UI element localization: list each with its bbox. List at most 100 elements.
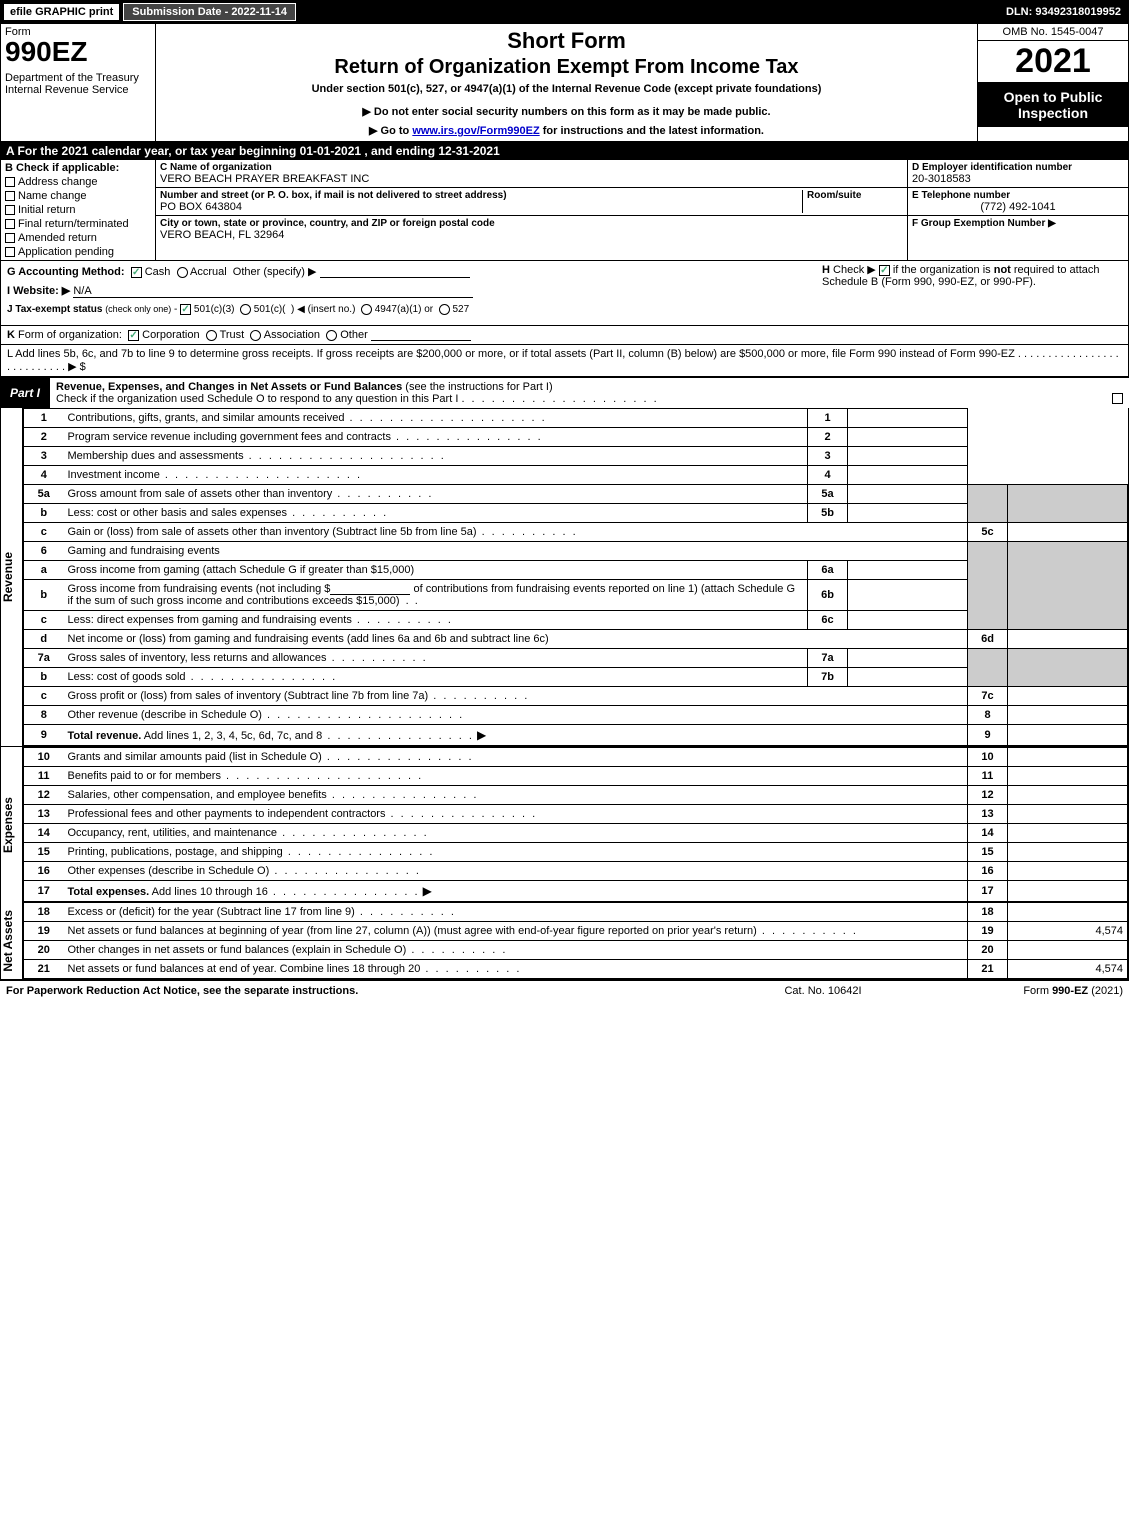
c-room-label: Room/suite bbox=[807, 190, 903, 201]
part1-check-line: Check if the organization used Schedule … bbox=[56, 393, 458, 405]
chk-final-return[interactable]: Final return/terminated bbox=[5, 218, 151, 230]
line-6-desc: Gaming and fundraising events bbox=[68, 545, 220, 557]
dept-label: Department of the Treasury Internal Reve… bbox=[5, 72, 151, 96]
c-city-label: City or town, state or province, country… bbox=[160, 218, 903, 229]
part1-title: Revenue, Expenses, and Changes in Net As… bbox=[50, 377, 1129, 408]
line-12-val bbox=[1008, 786, 1128, 805]
return-title: Return of Organization Exempt From Incom… bbox=[160, 56, 973, 79]
footer-form-bold: 990-EZ bbox=[1052, 985, 1088, 997]
line-5c-desc: Gain or (loss) from sale of assets other… bbox=[68, 526, 477, 538]
netassets-vlabel-col: Net Assets bbox=[1, 902, 23, 979]
tax-year: 2021 bbox=[978, 41, 1128, 83]
line-6b-sub bbox=[848, 580, 968, 611]
line-6c-desc: Less: direct expenses from gaming and fu… bbox=[68, 614, 352, 626]
j-527-radio[interactable] bbox=[439, 304, 450, 315]
revenue-grid: Revenue 1Contributions, gifts, grants, a… bbox=[0, 408, 1129, 746]
k-trust-radio[interactable] bbox=[206, 330, 217, 341]
g-accrual-radio[interactable] bbox=[177, 267, 188, 278]
line-5b-desc: Less: cost or other basis and sales expe… bbox=[68, 507, 288, 519]
chk-amended-return[interactable]: Amended return bbox=[5, 232, 151, 244]
footer-form-pre: Form bbox=[1023, 985, 1052, 997]
line-3-desc: Membership dues and assessments bbox=[68, 450, 244, 462]
h-checkbox[interactable] bbox=[879, 265, 890, 276]
g-cash-label: Cash bbox=[145, 266, 171, 278]
line-19-desc: Net assets or fund balances at beginning… bbox=[68, 925, 757, 937]
footer-right: Form 990-EZ (2021) bbox=[923, 985, 1123, 997]
form-number: 990EZ bbox=[5, 38, 151, 66]
dln-label: DLN: 93492318019952 bbox=[1006, 6, 1125, 18]
c-name-val: VERO BEACH PRAYER BREAKFAST INC bbox=[160, 173, 903, 185]
expenses-label: Expenses bbox=[1, 797, 22, 853]
line-2-desc: Program service revenue including govern… bbox=[68, 431, 391, 443]
chk-label-1: Name change bbox=[18, 190, 87, 202]
k-assoc-radio[interactable] bbox=[250, 330, 261, 341]
i-website-val: N/A bbox=[73, 285, 91, 297]
line-10-val bbox=[1008, 748, 1128, 767]
chk-label-0: Address change bbox=[18, 176, 98, 188]
part1-title-rest: (see the instructions for Part I) bbox=[402, 381, 552, 393]
line-9-val bbox=[1008, 725, 1128, 746]
line-18-val bbox=[1008, 903, 1128, 922]
chk-address-change[interactable]: Address change bbox=[5, 176, 151, 188]
line-8-desc: Other revenue (describe in Schedule O) bbox=[68, 709, 262, 721]
k-other-radio[interactable] bbox=[326, 330, 337, 341]
chk-label-2: Initial return bbox=[18, 204, 75, 216]
line-7b-sub bbox=[848, 668, 968, 687]
revenue-table: 1Contributions, gifts, grants, and simil… bbox=[23, 408, 1128, 746]
c-name-label: C Name of organization bbox=[160, 162, 903, 173]
goto-link[interactable]: www.irs.gov/Form990EZ bbox=[412, 125, 539, 137]
j-501c-radio[interactable] bbox=[240, 304, 251, 315]
line-4-val bbox=[848, 466, 968, 485]
section-bcdef: B Check if applicable: Address change Na… bbox=[0, 160, 1129, 261]
line-6b-pre: Gross income from fundraising events (no… bbox=[68, 583, 331, 595]
line-15-desc: Printing, publications, postage, and shi… bbox=[68, 846, 283, 858]
line-6a-sub bbox=[848, 561, 968, 580]
line-6c-sub bbox=[848, 611, 968, 630]
part1-header: Part I Revenue, Expenses, and Changes in… bbox=[0, 377, 1129, 408]
revenue-vlabel-col: Revenue bbox=[1, 408, 23, 746]
g-other-field[interactable] bbox=[320, 266, 470, 278]
chk-initial-return[interactable]: Initial return bbox=[5, 204, 151, 216]
line-7b-desc: Less: cost of goods sold bbox=[68, 671, 186, 683]
row-h: H Check ▶ if the organization is not req… bbox=[822, 263, 1122, 288]
k-corp-checkbox[interactable] bbox=[128, 330, 139, 341]
i-label: I Website: ▶ bbox=[7, 285, 70, 297]
e-phone-label: E Telephone number bbox=[912, 190, 1124, 201]
chk-application-pending[interactable]: Application pending bbox=[5, 246, 151, 258]
k-other-field[interactable] bbox=[371, 329, 471, 341]
line-13-val bbox=[1008, 805, 1128, 824]
line-20-val bbox=[1008, 941, 1128, 960]
part1-schedule-o-checkbox[interactable] bbox=[1112, 393, 1123, 404]
line-3-val bbox=[848, 447, 968, 466]
col-de-ids: D Employer identification number 20-3018… bbox=[908, 160, 1128, 260]
header-center: Short Form Return of Organization Exempt… bbox=[156, 24, 978, 141]
netassets-table: 18Excess or (deficit) for the year (Subt… bbox=[23, 902, 1128, 979]
line-7c-val bbox=[1008, 687, 1128, 706]
top-bar: efile GRAPHIC print Submission Date - 20… bbox=[0, 0, 1129, 24]
line-10-desc: Grants and similar amounts paid (list in… bbox=[68, 751, 322, 763]
line-12-desc: Salaries, other compensation, and employ… bbox=[68, 789, 327, 801]
chk-label-3: Final return/terminated bbox=[18, 218, 129, 230]
netassets-label: Net Assets bbox=[1, 910, 22, 972]
j-4947-radio[interactable] bbox=[361, 304, 372, 315]
j-501c3-checkbox[interactable] bbox=[180, 304, 191, 315]
efile-label[interactable]: efile GRAPHIC print bbox=[4, 4, 119, 20]
expenses-grid: Expenses 10Grants and similar amounts pa… bbox=[0, 746, 1129, 902]
footer-catno: Cat. No. 10642I bbox=[723, 985, 923, 997]
b-label: B Check if applicable: bbox=[5, 162, 151, 174]
goto-pre: ▶ Go to bbox=[369, 125, 412, 137]
line-5b-sub bbox=[848, 504, 968, 523]
line-11-val bbox=[1008, 767, 1128, 786]
line-15-val bbox=[1008, 843, 1128, 862]
line-6b-amount-field[interactable] bbox=[330, 583, 410, 595]
line-1-val bbox=[848, 409, 968, 428]
short-form-title: Short Form bbox=[160, 28, 973, 54]
col-c-org-info: C Name of organization VERO BEACH PRAYER… bbox=[156, 160, 908, 260]
line-13-desc: Professional fees and other payments to … bbox=[68, 808, 386, 820]
line-7a-sub bbox=[848, 649, 968, 668]
line-21-desc: Net assets or fund balances at end of ye… bbox=[68, 963, 421, 975]
col-b-checkboxes: B Check if applicable: Address change Na… bbox=[1, 160, 156, 260]
chk-name-change[interactable]: Name change bbox=[5, 190, 151, 202]
g-cash-checkbox[interactable] bbox=[131, 267, 142, 278]
c-city-val: VERO BEACH, FL 32964 bbox=[160, 229, 903, 241]
